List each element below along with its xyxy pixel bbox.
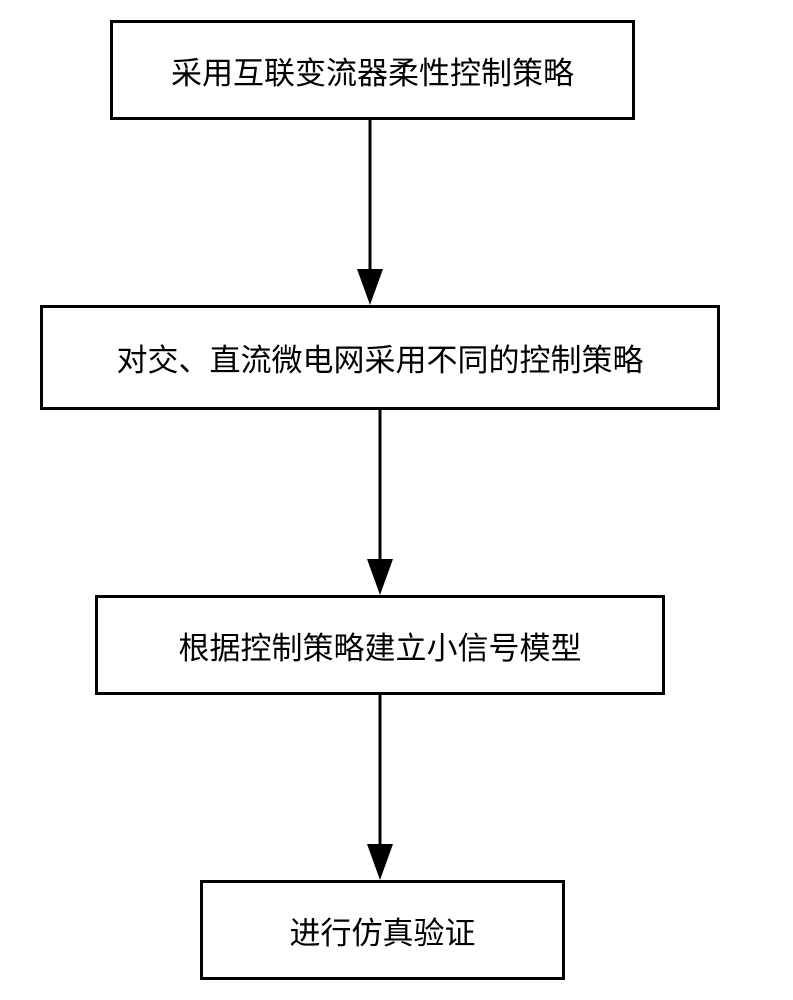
- flowchart-canvas: 采用互联变流器柔性控制策略 对交、直流微电网采用不同的控制策略 根据控制策略建立…: [0, 0, 793, 1000]
- flow-node-4: 进行仿真验证: [200, 880, 565, 980]
- flow-node-3: 根据控制策略建立小信号模型: [95, 595, 665, 695]
- flow-node-1-label: 采用互联变流器柔性控制策略: [171, 48, 574, 93]
- flow-node-1: 采用互联变流器柔性控制策略: [110, 20, 635, 120]
- flow-node-2: 对交、直流微电网采用不同的控制策略: [40, 305, 720, 410]
- flow-node-4-label: 进行仿真验证: [290, 908, 476, 953]
- flow-arrows: [0, 0, 793, 1000]
- flow-node-3-label: 根据控制策略建立小信号模型: [179, 623, 582, 668]
- flow-node-2-label: 对交、直流微电网采用不同的控制策略: [117, 335, 644, 380]
